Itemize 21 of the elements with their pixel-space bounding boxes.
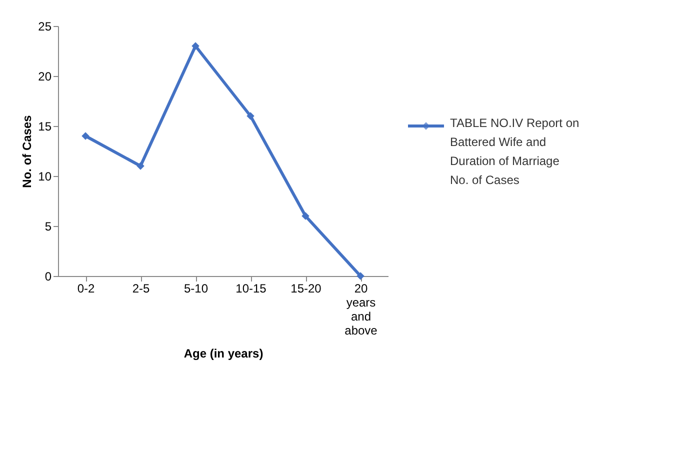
y-tick-label: 5 (44, 220, 52, 234)
x-tick-label: 0-2 (77, 282, 95, 296)
point (246, 112, 254, 120)
y-tick-label: 15 (38, 120, 52, 134)
y-tick-label: 20 (38, 70, 52, 84)
y-tick-label: 0 (44, 270, 52, 284)
legend-label: TABLE NO.IV Report on Battered Wife and Duration of Marriage No. of Cases (450, 116, 580, 187)
point (302, 212, 310, 220)
y-axis-title: No. of Cases (20, 114, 34, 188)
point (136, 162, 144, 170)
point (82, 132, 90, 140)
point (192, 42, 200, 50)
x-axis-title: Age (in years) (184, 346, 264, 360)
point (356, 272, 364, 280)
x-tick-label: 20 years and above (344, 282, 378, 338)
x-tick-label: 15-20 (290, 282, 322, 296)
x-tick-label: 5-10 (184, 282, 208, 296)
x-tick-label: 10-15 (236, 282, 267, 296)
y-tick-label: 10 (38, 170, 52, 184)
y-tick-label: 25 (38, 20, 52, 34)
x-tick-label: 2-5 (132, 282, 150, 296)
